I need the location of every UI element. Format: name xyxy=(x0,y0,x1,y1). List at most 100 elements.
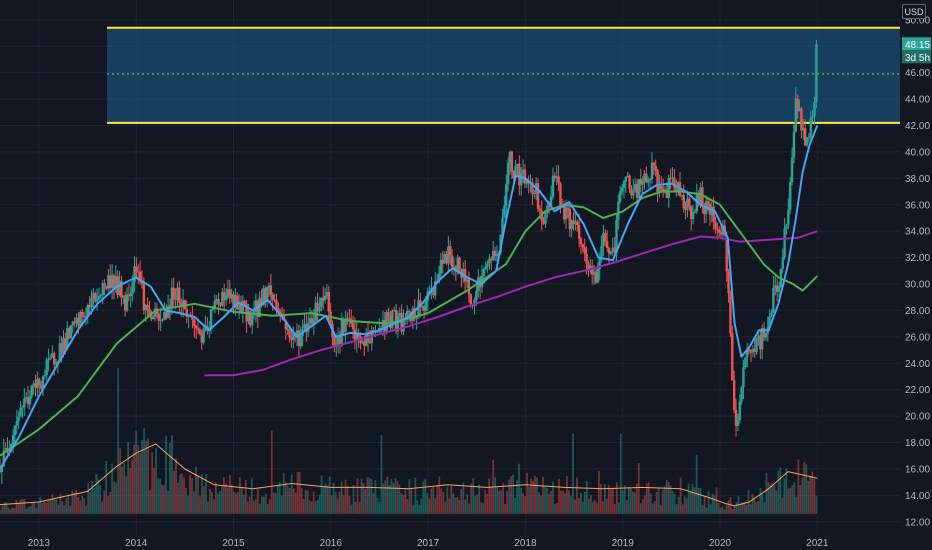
x-tick-label: 2015 xyxy=(222,538,245,549)
candle-body xyxy=(587,263,590,271)
candle-body xyxy=(138,271,142,282)
volume-bar xyxy=(675,504,678,514)
volume-bar xyxy=(252,500,255,514)
volume-bar xyxy=(761,493,764,514)
volume-bar xyxy=(278,482,281,514)
volume-bar xyxy=(498,490,501,514)
candle-body xyxy=(90,298,93,308)
candle-body xyxy=(611,247,614,252)
candle-body xyxy=(2,450,5,467)
candle-body xyxy=(86,304,90,317)
volume-bar xyxy=(478,484,481,514)
candle-body xyxy=(654,165,657,171)
candle-body xyxy=(97,295,101,300)
candle-body xyxy=(486,263,489,267)
volume-bar xyxy=(215,482,217,514)
candle-body xyxy=(658,185,661,193)
volume-bar xyxy=(83,498,86,514)
volume-bar xyxy=(667,482,670,514)
volume-bar xyxy=(390,479,393,514)
volume-bar xyxy=(139,452,142,514)
candle-body xyxy=(385,312,388,332)
volume-bar xyxy=(536,477,538,514)
volume-bar xyxy=(11,507,14,514)
candle-body xyxy=(703,205,706,215)
volume-bar xyxy=(400,493,403,514)
candle-body xyxy=(219,304,222,306)
candle-body xyxy=(764,333,768,338)
candle-body xyxy=(391,311,394,328)
currency-label[interactable]: USD xyxy=(902,4,926,19)
volume-bar xyxy=(717,502,720,514)
volume-bar xyxy=(392,482,395,514)
candle-body xyxy=(133,266,136,283)
candle-body xyxy=(49,357,52,360)
volume-bar xyxy=(270,430,273,514)
volume-bar xyxy=(789,488,792,514)
candle-body xyxy=(790,157,794,183)
candle-body xyxy=(120,280,123,298)
candle-body xyxy=(732,380,736,410)
volume-bar xyxy=(113,481,116,514)
candle-body xyxy=(363,341,366,346)
candle-body xyxy=(557,176,560,184)
candle-body xyxy=(232,294,235,308)
resistance-zone[interactable] xyxy=(107,26,900,124)
volume-bar xyxy=(488,478,491,514)
volume-bar xyxy=(135,430,138,514)
candle-body xyxy=(566,207,570,210)
candle-body xyxy=(424,301,428,311)
candle-body xyxy=(633,184,637,191)
volume-bars xyxy=(0,367,818,514)
volume-bar xyxy=(378,501,381,514)
y-tick-label: 50.00 xyxy=(905,15,930,26)
volume-bar xyxy=(268,499,271,514)
candle-body xyxy=(800,108,803,131)
candle-body xyxy=(258,297,261,317)
candle-body xyxy=(237,303,241,310)
candle-body xyxy=(458,257,461,270)
volume-bar xyxy=(205,474,207,514)
candle-body xyxy=(811,116,814,118)
candle-body xyxy=(127,294,131,297)
volume-bar xyxy=(554,504,556,514)
volume-bar xyxy=(89,492,92,514)
candle-body xyxy=(194,326,198,329)
volume-bar xyxy=(232,491,235,514)
volume-bar xyxy=(641,499,644,514)
candle-body xyxy=(493,250,497,257)
candle-body xyxy=(518,163,521,186)
volume-bar xyxy=(37,502,40,514)
volume-bar xyxy=(226,487,229,514)
volume-bar xyxy=(490,487,493,514)
candle-body xyxy=(88,304,91,308)
volume-bar xyxy=(304,490,307,514)
candle-body xyxy=(792,131,796,158)
volume-bar xyxy=(338,491,341,514)
candle-body xyxy=(581,244,585,248)
candle-body xyxy=(265,287,269,301)
volume-bar xyxy=(611,488,614,514)
volume-bar xyxy=(169,442,171,514)
volume-bar xyxy=(236,492,239,514)
candle-body xyxy=(355,333,359,341)
candle-body xyxy=(400,312,403,332)
candle-body xyxy=(351,323,355,330)
candle-body xyxy=(495,254,499,257)
candle-body xyxy=(736,420,740,426)
volume-bar xyxy=(580,493,582,514)
candle-body xyxy=(71,321,75,326)
candle-body xyxy=(777,287,781,292)
candle-body xyxy=(275,299,278,308)
y-tick-label: 36.00 xyxy=(905,200,930,211)
candle-body xyxy=(434,281,437,296)
candle-body xyxy=(140,281,144,284)
volume-bar xyxy=(693,487,696,514)
candle-body xyxy=(619,191,622,202)
volume-bar xyxy=(332,482,335,514)
candle-body xyxy=(740,387,743,402)
candle-body xyxy=(536,183,540,209)
volume-bar xyxy=(21,498,24,514)
volume-bar xyxy=(781,497,784,514)
